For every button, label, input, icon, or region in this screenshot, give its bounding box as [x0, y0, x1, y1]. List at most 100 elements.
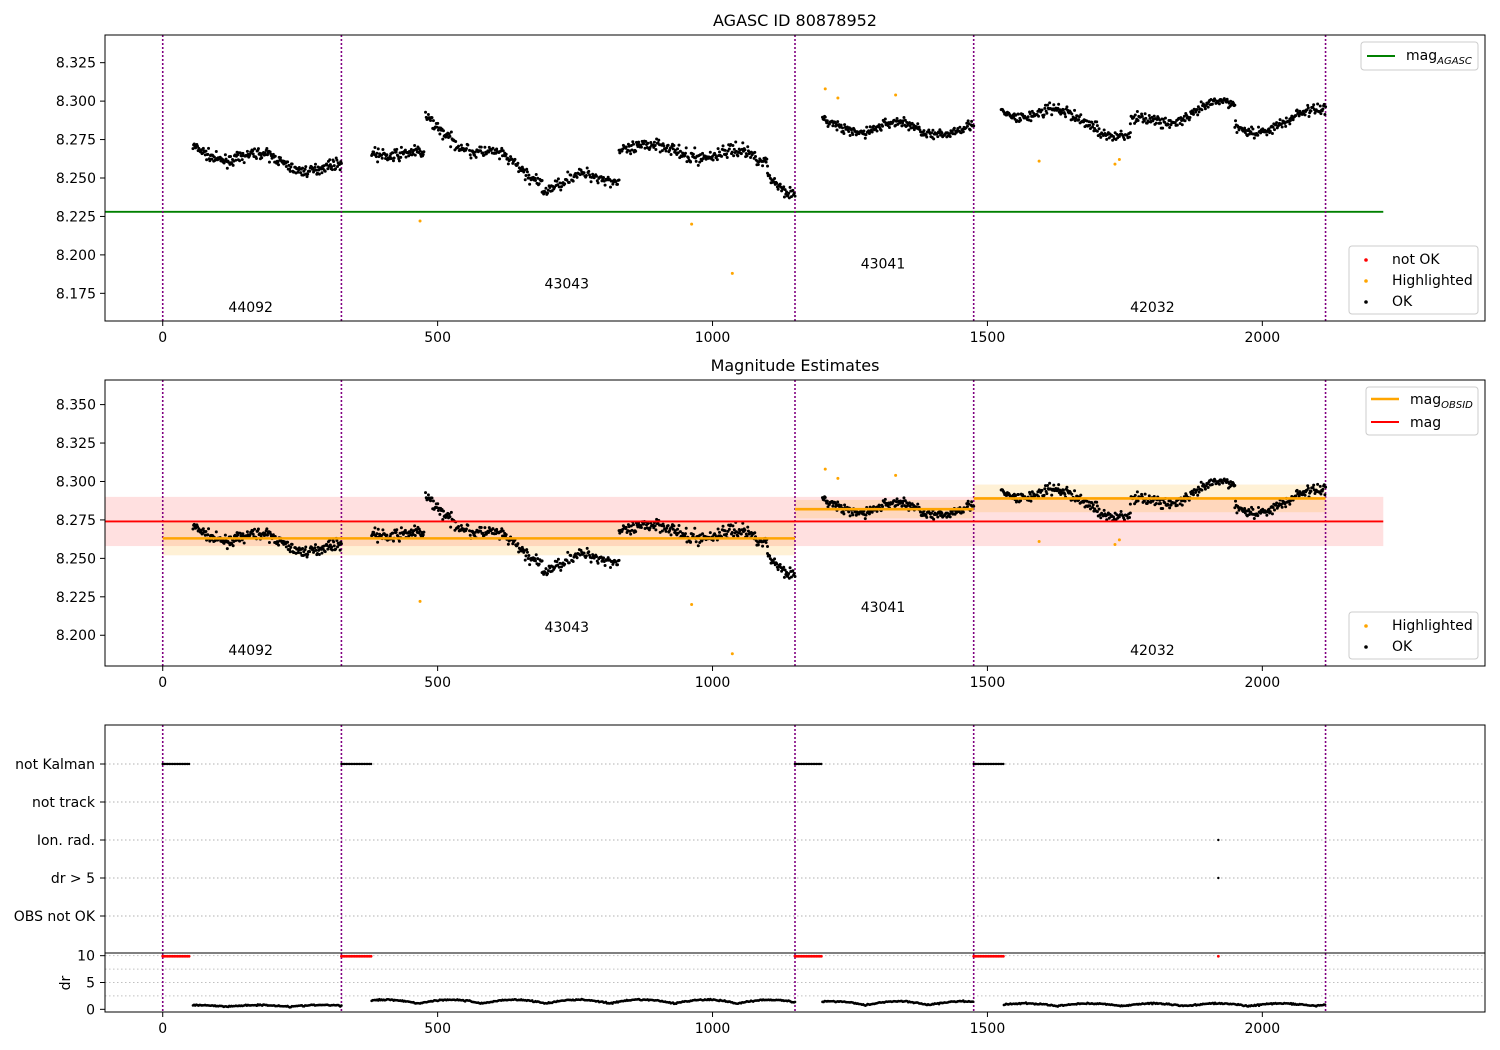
ok-point: [558, 181, 562, 185]
ok-point: [936, 515, 940, 519]
not-kalman-point: [346, 762, 350, 766]
not-kalman-point: [360, 762, 363, 766]
ok-point: [649, 140, 653, 144]
ok-point: [305, 555, 309, 559]
not-kalman-point: [171, 762, 174, 766]
ok-point: [693, 526, 697, 530]
highlighted-point: [894, 473, 898, 477]
x-tick-label: 1000: [695, 675, 731, 691]
y-tick-label: 8.325: [56, 436, 96, 452]
ok-point: [902, 116, 906, 120]
ok-point: [721, 144, 725, 148]
not-kalman-point: [174, 762, 178, 766]
ok-point: [288, 169, 292, 173]
ok-point: [932, 517, 936, 521]
highlighted-point: [836, 96, 840, 100]
ok-point: [783, 188, 787, 192]
ok-point: [533, 176, 537, 180]
ok-point: [1180, 503, 1184, 507]
ok-point: [948, 515, 952, 519]
ok-point: [391, 159, 395, 163]
ok-point: [537, 562, 541, 566]
ok-point: [662, 144, 666, 148]
ok-point: [673, 529, 677, 533]
y-tick-label: 8.325: [56, 56, 96, 72]
ok-point: [924, 513, 928, 517]
ok-point: [301, 546, 305, 550]
ok-point: [1016, 492, 1020, 496]
ok-point: [1143, 492, 1147, 496]
ok-point: [603, 183, 607, 187]
ok-point: [524, 554, 528, 558]
ok-point: [1252, 516, 1256, 520]
ok-point: [875, 509, 879, 513]
ok-point: [589, 180, 593, 184]
ok-point: [563, 562, 567, 566]
ok-point: [1064, 115, 1068, 119]
ok-point: [725, 152, 729, 156]
ok-point: [1073, 499, 1077, 503]
ok-point: [399, 145, 403, 149]
ok-point: [1288, 122, 1292, 126]
legend-box: [1360, 41, 1479, 71]
ok-point: [330, 168, 334, 172]
ok-point: [479, 529, 483, 533]
ok-point: [895, 116, 899, 120]
ok-point: [836, 120, 840, 124]
ok-point: [1091, 122, 1095, 126]
ok-point: [595, 174, 599, 178]
not-kalman-point: [987, 762, 990, 766]
y-tick-label: 8.275: [56, 133, 96, 149]
ok-point: [566, 550, 570, 554]
not-kalman-point: [988, 762, 992, 766]
not-kalman-point: [348, 762, 351, 766]
ok-point: [596, 181, 600, 185]
ok-point: [789, 575, 793, 579]
ok-point: [500, 146, 504, 150]
ok-point: [666, 143, 670, 147]
ok-point: [1197, 490, 1201, 494]
ok-point: [404, 155, 408, 159]
ok-point: [1247, 127, 1251, 131]
ok-point: [380, 153, 384, 157]
ok-point: [1243, 126, 1247, 130]
ok-point: [544, 567, 548, 571]
ok-point: [746, 145, 750, 149]
ok-point: [256, 147, 260, 151]
ok-point: [1029, 499, 1033, 503]
dr-y-axis: 0 5 10: [77, 949, 105, 1018]
ok-point: [916, 122, 920, 126]
not-kalman-point: [805, 762, 808, 766]
ok-point: [1095, 124, 1099, 128]
ok-point: [1321, 107, 1325, 111]
ok-point: [672, 143, 676, 147]
ok-point: [516, 542, 520, 546]
ok-point: [789, 195, 793, 199]
ok-point: [907, 128, 911, 132]
ok-point: [449, 525, 453, 529]
ok-point: [1294, 114, 1298, 118]
ok-point: [372, 530, 376, 534]
ok-point: [1045, 492, 1049, 496]
ok-point: [212, 155, 216, 159]
ok-point: [701, 532, 705, 536]
ok-point: [256, 527, 260, 531]
ok-point: [1271, 125, 1275, 129]
ok-point: [585, 166, 589, 170]
ok-point: [744, 532, 748, 536]
ok-point: [1291, 118, 1295, 122]
not-kalman-point: [985, 762, 989, 766]
ok-point: [1295, 488, 1299, 492]
not-kalman-point: [982, 762, 985, 766]
ok-point: [669, 533, 673, 537]
ok-point: [473, 530, 477, 534]
ok-point: [473, 150, 477, 154]
ok-point: [720, 154, 724, 158]
obsid-label: 43041: [861, 257, 906, 273]
ok-point: [1311, 105, 1315, 109]
ok-point: [1147, 113, 1151, 117]
ok-point: [1175, 123, 1179, 127]
ok-point: [234, 158, 238, 162]
not-kalman-point: [186, 762, 189, 766]
ok-point: [599, 555, 603, 559]
